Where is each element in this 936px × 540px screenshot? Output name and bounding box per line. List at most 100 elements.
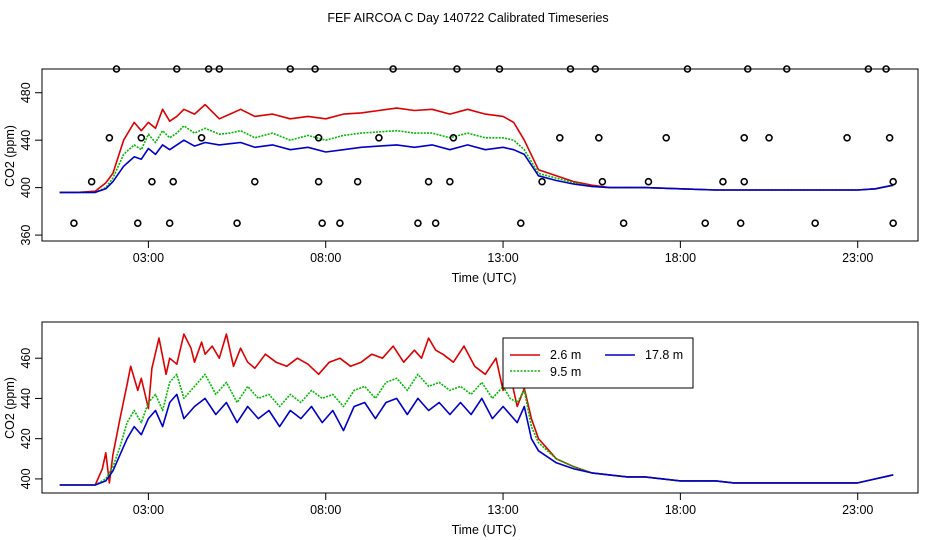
marker-point (843, 134, 851, 142)
marker-point (449, 134, 458, 142)
marker-point (336, 219, 344, 228)
marker-point (736, 219, 745, 228)
marker-point (555, 134, 564, 142)
series-line-9-5-m (59, 125, 894, 194)
legend-label-17-8m: 17.8 m (645, 348, 683, 362)
marker-point (311, 65, 319, 73)
marker-point (743, 65, 752, 73)
plot-frame (41, 68, 919, 242)
marker-point (197, 134, 206, 142)
y-tick-label: 440 (19, 388, 33, 409)
marker-point (662, 134, 670, 142)
x-tick-label: 18:00 (665, 251, 696, 265)
legend: 2.6 m 9.5 m 17.8 m (502, 337, 694, 389)
marker-point (740, 177, 749, 186)
series-line-17-8-m (59, 393, 894, 486)
series-line-17-8-m (59, 139, 894, 194)
marker-point (133, 219, 142, 228)
y-tick-label: 480 (19, 82, 33, 103)
x-tick-label: 03:00 (133, 503, 164, 517)
marker-point (889, 177, 897, 186)
marker-point (644, 177, 653, 186)
marker-point (446, 177, 454, 186)
y-tick-label: 440 (19, 130, 33, 151)
marker-point (414, 219, 422, 228)
x-tick-label: 13:00 (487, 503, 518, 517)
marker-point (719, 177, 727, 186)
y-axis: 400 420 440 460 (19, 348, 42, 489)
marker-point (286, 65, 295, 73)
marker-point (233, 219, 241, 228)
x-tick-label: 03:00 (133, 251, 164, 265)
marker-point (740, 134, 749, 142)
x-tick-label: 18:00 (665, 503, 696, 517)
x-axis-label: Time (UTC) (452, 523, 517, 537)
marker-point (566, 65, 575, 73)
x-tick-label: 08:00 (310, 503, 341, 517)
marker-point (782, 65, 791, 73)
x-axis: 03:00 08:00 13:00 18:00 23:00 (133, 241, 873, 265)
series-line-2-6-m (59, 103, 894, 194)
marker-point (516, 219, 525, 228)
marker-point (169, 177, 178, 186)
y-tick-label: 400 (19, 177, 33, 198)
marker-point (591, 65, 600, 73)
y-tick-label: 400 (19, 468, 33, 489)
series-group (59, 103, 894, 194)
marker-point (70, 219, 78, 228)
marker-point (172, 65, 181, 73)
marker-point (495, 65, 504, 73)
x-tick-label: 08:00 (310, 251, 341, 265)
x-axis: 03:00 08:00 13:00 18:00 23:00 (133, 493, 873, 517)
series-group (59, 333, 894, 486)
marker-point (683, 65, 692, 73)
marker-point (811, 219, 819, 228)
figure-title: FEF AIRCOA C Day 140722 Calibrated Times… (327, 11, 608, 25)
marker-point (882, 65, 890, 73)
x-axis-label: Time (UTC) (452, 271, 517, 285)
marker-point (864, 65, 873, 73)
y-tick-label: 360 (19, 225, 33, 246)
legend-label-2-6m: 2.6 m (550, 348, 581, 362)
marker-point (375, 134, 383, 142)
series-line-2-6-m (59, 333, 894, 486)
legend-box (502, 337, 694, 389)
y-axis-label: CO2 (ppm) (3, 125, 17, 187)
marker-point (885, 134, 894, 142)
marker-point (595, 134, 603, 142)
panel-bottom: 03:00 08:00 13:00 18:00 23:00 400 420 440 460 T… (3, 321, 919, 537)
y-axis-label: CO2 (ppm) (3, 377, 17, 439)
marker-point (204, 65, 213, 73)
y-tick-label: 460 (19, 348, 33, 369)
marker-point (353, 177, 362, 186)
marker-point (137, 134, 146, 142)
series-line-9-5-m (59, 373, 894, 486)
marker-group (70, 65, 897, 228)
marker-point (538, 177, 546, 186)
marker-point (598, 177, 607, 186)
marker-point (165, 219, 174, 228)
x-tick-label: 23:00 (842, 251, 873, 265)
marker-point (87, 177, 96, 186)
x-tick-label: 13:00 (487, 251, 518, 265)
marker-point (314, 134, 323, 142)
marker-point (701, 219, 710, 228)
marker-point (453, 65, 461, 73)
plot-frame (41, 321, 919, 494)
marker-point (619, 219, 628, 228)
marker-point (215, 65, 224, 73)
marker-point (389, 65, 397, 73)
legend-label-9-5m: 9.5 m (550, 365, 581, 379)
marker-point (318, 219, 326, 228)
marker-point (314, 177, 323, 186)
marker-point (431, 219, 440, 228)
marker-point (148, 177, 156, 186)
marker-point (105, 134, 114, 142)
marker-point (250, 177, 259, 186)
y-axis: 360 400 440 480 (19, 82, 42, 245)
marker-point (424, 177, 433, 186)
panel-top: 03:00 08:00 13:00 18:00 23:00 360 400 440 480 T… (3, 65, 919, 285)
y-tick-label: 420 (19, 428, 33, 449)
x-tick-label: 23:00 (842, 503, 873, 517)
